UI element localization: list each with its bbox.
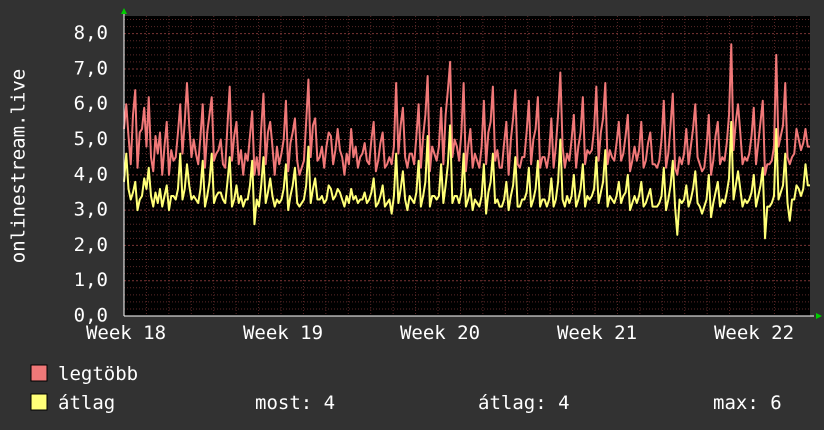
- x-axis-arrow: [816, 313, 822, 319]
- y-tick-label: 6,0: [74, 93, 108, 115]
- series-layer: [123, 43, 810, 240]
- y-tick-label: 1,0: [74, 269, 108, 291]
- axes: [121, 8, 822, 319]
- y-axis-arrow: [121, 8, 127, 14]
- legend-label-atlag: átlag: [58, 392, 115, 414]
- stat-max: max: 6: [713, 392, 782, 414]
- y-tick-label: 8,0: [74, 22, 108, 44]
- tick-labels: 0,0 1,0 2,0 3,0 4,0 5,0 6,0 7,0 8,0 Week 18 Week 1…: [74, 22, 794, 344]
- legend-label-legtobb: legtöbb: [58, 363, 138, 385]
- x-tick-label: Week 18: [86, 322, 166, 344]
- y-tick-label: 4,0: [74, 163, 108, 185]
- x-tick-label: Week 20: [400, 322, 480, 344]
- legend-swatch-legtobb: [30, 364, 48, 382]
- y-tick-label: 7,0: [74, 57, 108, 79]
- x-tick-label: Week 19: [243, 322, 323, 344]
- legend-swatch-atlag: [30, 393, 48, 411]
- stat-most: most: 4: [255, 392, 335, 414]
- y-tick-label: 0,0: [74, 305, 108, 327]
- x-tick-label: Week 21: [557, 322, 637, 344]
- y-axis-label: onlinestream.live: [8, 69, 30, 263]
- y-tick-label: 5,0: [74, 128, 108, 150]
- y-tick-label: 2,0: [74, 234, 108, 256]
- stat-atlag: átlag: 4: [478, 392, 570, 414]
- legend: legtöbb átlag most: 4 átlag: 4 max: 6: [30, 363, 782, 414]
- x-tick-label: Week 22: [714, 322, 794, 344]
- series-line-atlag: [123, 120, 810, 240]
- y-tick-label: 3,0: [74, 199, 108, 221]
- series-line-legtobb: [123, 43, 810, 176]
